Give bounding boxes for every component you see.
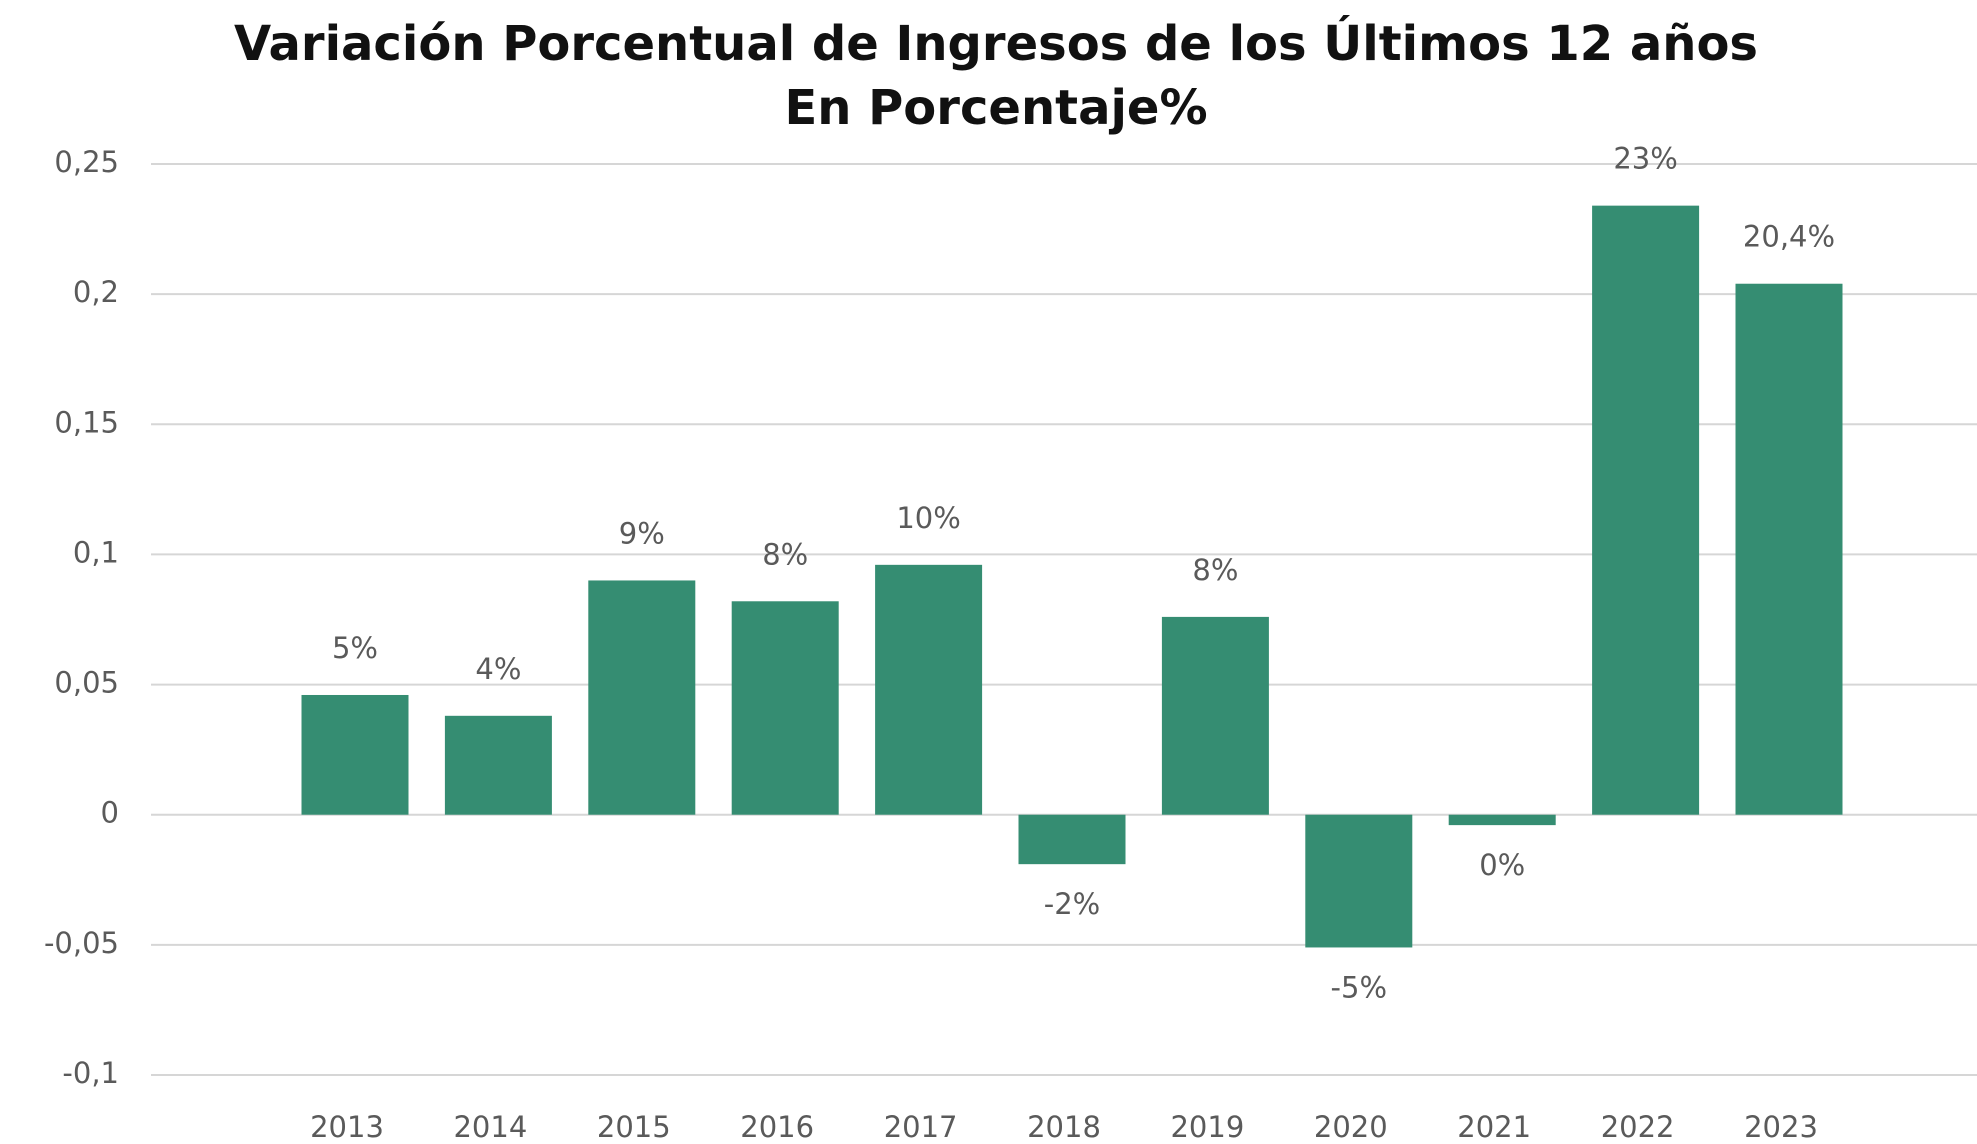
data-label: 4% [475, 652, 521, 686]
data-label: 10% [896, 501, 960, 535]
y-tick-label: 0,15 [54, 405, 119, 439]
bar [1592, 205, 1700, 815]
y-tick-label: -0,1 [62, 1056, 119, 1090]
x-tick-label: 2015 [597, 1110, 671, 1144]
y-tick-label: 0,25 [54, 145, 119, 179]
y-tick-label: 0,05 [54, 666, 119, 700]
x-tick-label: 2022 [1601, 1110, 1675, 1144]
data-label: 0% [1479, 848, 1525, 882]
y-tick-label: 0 [101, 796, 119, 830]
bar [588, 580, 696, 815]
bar [444, 715, 552, 815]
bar [1735, 283, 1843, 815]
x-tick-label: 2020 [1314, 1110, 1388, 1144]
bar [1161, 616, 1269, 815]
bar [1448, 814, 1556, 826]
x-tick-label: 2014 [453, 1110, 527, 1144]
y-tick-label: -0,05 [44, 926, 119, 960]
data-label: 20,4% [1743, 220, 1835, 254]
chart-subtitle: En Porcentaje% [784, 80, 1207, 136]
data-label: 8% [762, 537, 808, 571]
bar [1018, 814, 1126, 865]
x-tick-label: 2019 [1170, 1110, 1244, 1144]
data-label: 5% [332, 631, 378, 665]
x-tick-label: 2013 [310, 1110, 384, 1144]
bar [875, 564, 983, 815]
chart-title: Variación Porcentual de Ingresos de los … [234, 15, 1758, 72]
data-label: 9% [619, 516, 665, 550]
bar [731, 601, 839, 815]
bar [301, 694, 409, 815]
data-label: 8% [1192, 553, 1238, 587]
x-tick-label: 2021 [1457, 1110, 1531, 1144]
y-tick-label: 0,1 [73, 535, 119, 569]
x-tick-label: 2016 [740, 1110, 814, 1144]
data-label: 23% [1613, 142, 1677, 176]
x-tick-label: 2017 [884, 1110, 958, 1144]
x-tick-label: 2018 [1027, 1110, 1101, 1144]
y-tick-label: 0,2 [73, 275, 119, 309]
x-tick-label: 2023 [1744, 1110, 1818, 1144]
data-label: -5% [1331, 970, 1387, 1004]
data-label: -2% [1044, 887, 1100, 921]
bar [1305, 814, 1413, 948]
